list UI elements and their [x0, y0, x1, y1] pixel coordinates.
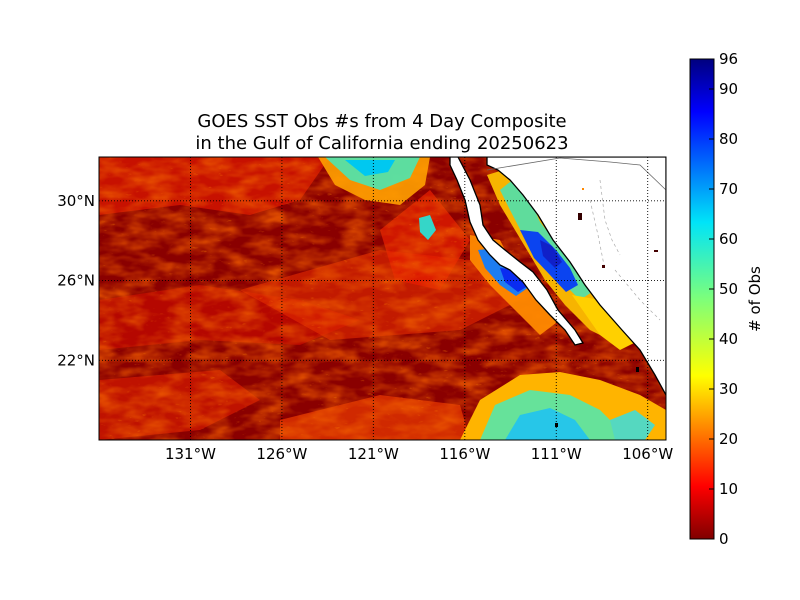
- island-dot: [636, 367, 639, 372]
- colorbar-tick-label: 30: [719, 380, 738, 398]
- colorbar-tick-label: 20: [719, 430, 738, 448]
- longitude-tick-label: 131°W: [165, 445, 216, 463]
- mainland-land: [486, 157, 666, 396]
- gulf-of-california-obs: [500, 178, 595, 300]
- colorbar-label: # of Obs: [746, 266, 764, 332]
- latitude-tick-label: 22°N: [57, 351, 95, 369]
- obs-patch-southeast: [610, 410, 655, 440]
- longitude-tick-labels: 131°W 126°W 121°W 116°W 111°W 106°W: [165, 445, 673, 463]
- latitude-tick-label: 30°N: [57, 192, 95, 210]
- longitude-tick-label: 116°W: [439, 445, 490, 463]
- colorbar-tick-label: 70: [719, 180, 738, 198]
- latitude-tick-labels: 30°N 26°N 22°N: [57, 192, 95, 369]
- baja-california-land: [449, 157, 585, 346]
- colorbar-tick-label: 60: [719, 230, 738, 248]
- longitude-tick-label: 121°W: [348, 445, 399, 463]
- obs-patch-north: [345, 160, 395, 176]
- obs-patch-southeast: [505, 408, 590, 440]
- colorbar-tick-label: 50: [719, 280, 738, 298]
- country-border: [486, 157, 666, 191]
- obs-patch-island: [419, 215, 436, 240]
- island-dot: [602, 265, 605, 268]
- graticule: [99, 157, 666, 440]
- colorbar-tick-label: 10: [719, 480, 738, 498]
- state-border: [599, 179, 621, 256]
- longitude-tick-label: 111°W: [531, 445, 582, 463]
- island-dot: [654, 250, 658, 252]
- colorbar-tick-label: 96: [719, 50, 738, 68]
- gulf-of-california-obs: [572, 295, 640, 350]
- latitude-tick-label: 26°N: [57, 272, 95, 290]
- longitude-tick-label: 106°W: [622, 445, 673, 463]
- colorbar-tick-label: 80: [719, 130, 738, 148]
- island-dot: [578, 213, 582, 220]
- colorbar: 0 10 20 30 40 50 60 70 80 90 96 # of Obs: [689, 50, 764, 548]
- colorbar-gradient: [689, 58, 715, 540]
- obs-count-field: [99, 157, 666, 440]
- colorbar-ticks: 0 10 20 30 40 50 60 70 80 90 96: [709, 50, 738, 548]
- gulf-of-california-obs: [540, 240, 562, 268]
- island-dot: [582, 188, 584, 190]
- map-title-line-1: GOES SST Obs #s from 4 Day Composite: [197, 111, 567, 132]
- colorbar-tick-label: 90: [719, 80, 738, 98]
- obs-patch-vizcaino: [500, 268, 533, 292]
- colorbar-tick-label: 40: [719, 330, 738, 348]
- map-frame: [98, 156, 667, 441]
- colorbar-tick-label: 0: [719, 530, 729, 548]
- longitude-tick-label: 126°W: [256, 445, 307, 463]
- map-title-line-2: in the Gulf of California ending 2025062…: [195, 133, 569, 154]
- state-border: [614, 269, 661, 321]
